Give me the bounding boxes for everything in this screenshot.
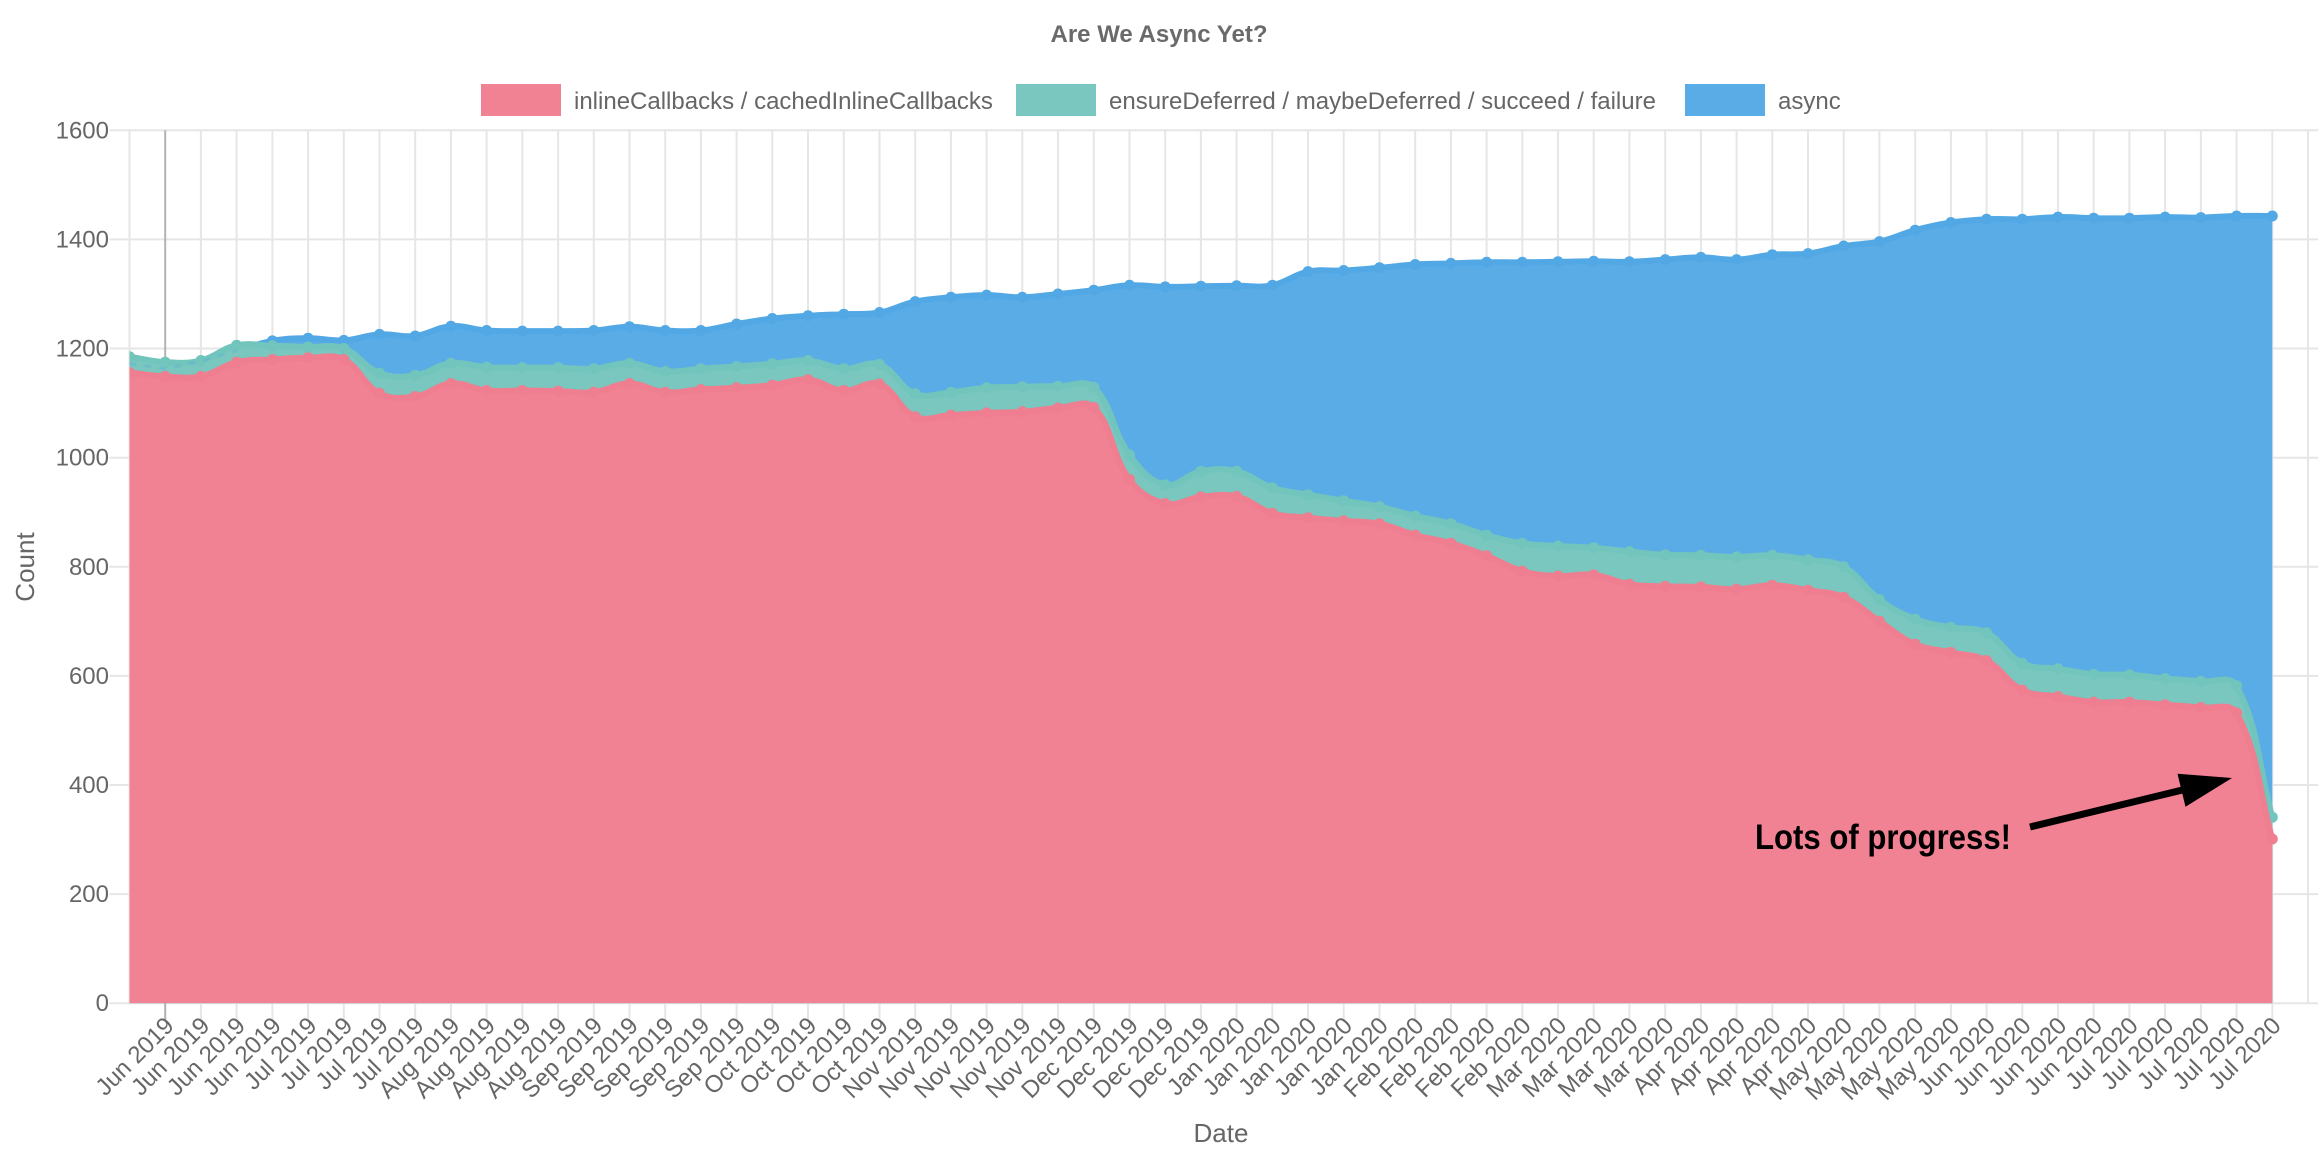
svg-text:inlineCallbacks / cachedInline: inlineCallbacks / cachedInlineCallbacks xyxy=(574,88,993,115)
svg-text:0: 0 xyxy=(96,990,109,1017)
svg-text:ensureDeferred / maybeDeferred: ensureDeferred / maybeDeferred / succeed… xyxy=(1109,88,1656,115)
svg-text:200: 200 xyxy=(69,881,109,908)
svg-text:async: async xyxy=(1778,88,1841,115)
svg-text:1200: 1200 xyxy=(56,336,109,363)
svg-text:1600: 1600 xyxy=(56,117,109,144)
svg-text:600: 600 xyxy=(69,663,109,690)
svg-text:1000: 1000 xyxy=(56,445,109,472)
svg-text:800: 800 xyxy=(69,554,109,581)
svg-text:400: 400 xyxy=(69,772,109,799)
svg-text:Count: Count xyxy=(10,532,40,602)
svg-text:1400: 1400 xyxy=(56,226,109,253)
svg-text:Date: Date xyxy=(1194,1118,1249,1148)
svg-text:Are We Async Yet?: Are We Async Yet? xyxy=(1051,21,1268,48)
svg-text:Lots of progress!: Lots of progress! xyxy=(1755,818,2011,857)
